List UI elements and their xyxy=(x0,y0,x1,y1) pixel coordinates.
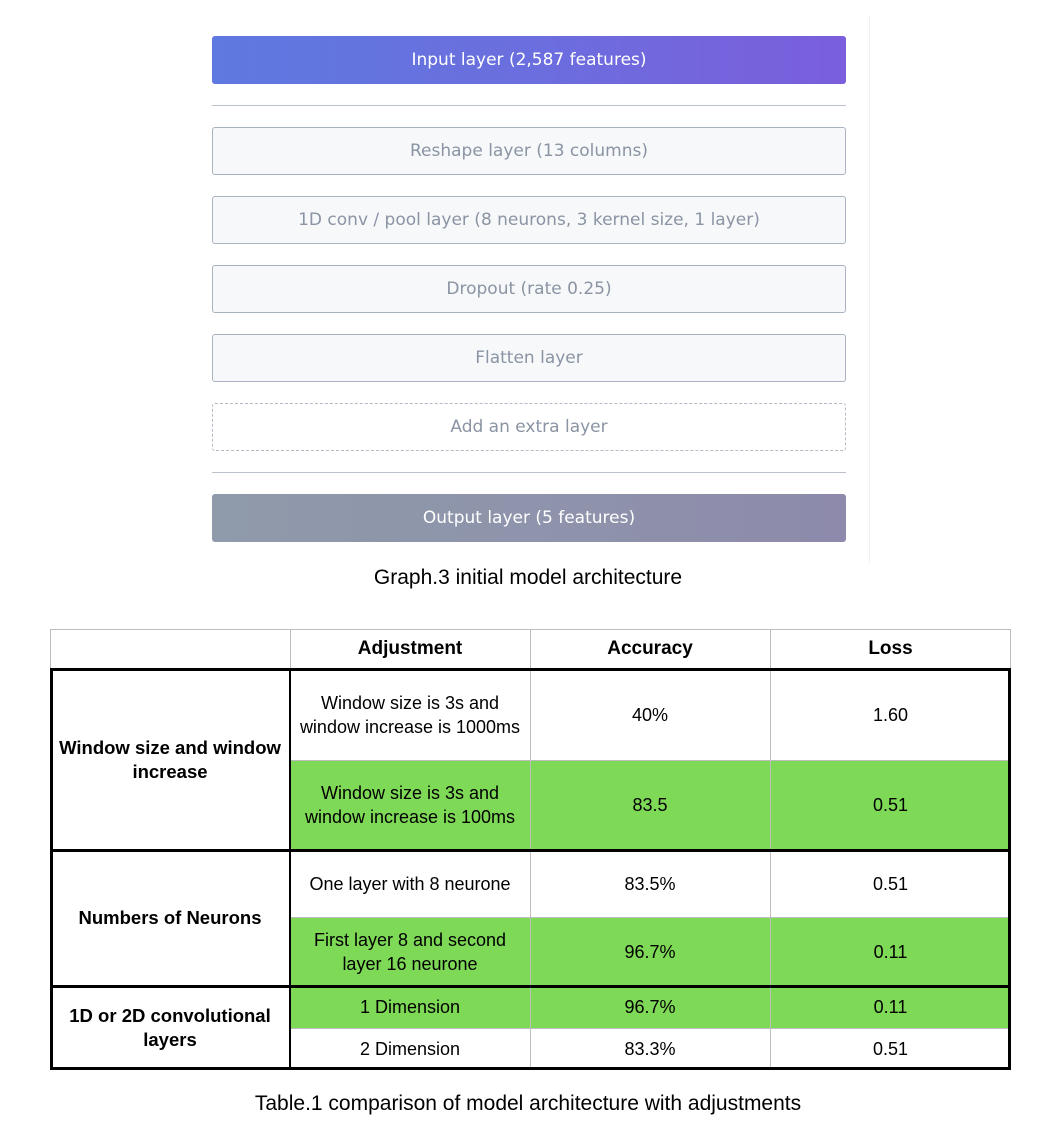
group-border xyxy=(289,668,291,1070)
group-border xyxy=(50,849,1011,852)
grid-line xyxy=(290,760,1011,761)
input-layer-block: Input layer (2,587 features) xyxy=(212,36,846,84)
group-label-convolution: 1D or 2D convolutional layers xyxy=(69,1005,271,1050)
grid-line xyxy=(290,917,1011,918)
table-row-loss: 0.51 xyxy=(770,760,1011,850)
group-border xyxy=(50,985,1011,988)
header-adjustment: Adjustment xyxy=(357,638,463,659)
table-row-loss: 0.51 xyxy=(872,1039,909,1059)
table-row-adjustment: One layer with 8 neurone xyxy=(309,873,511,894)
grid-line xyxy=(1010,629,1011,669)
reshape-layer-block[interactable]: Reshape layer (13 columns) xyxy=(212,127,846,175)
table-row-loss: 1.60 xyxy=(872,704,909,725)
table-row-adjustment: Window size is 3s and window increase is… xyxy=(299,692,521,737)
header-accuracy: Accuracy xyxy=(607,638,693,659)
table-row-accuracy: 40% xyxy=(631,704,669,725)
table-row-adjustment: 2 Dimension xyxy=(359,1039,461,1059)
flatten-layer-label: Flatten layer xyxy=(475,348,583,368)
table-row-accuracy: 96.7% xyxy=(530,917,770,986)
input-separator xyxy=(212,105,846,106)
dropout-layer-block[interactable]: Dropout (rate 0.25) xyxy=(212,265,846,313)
table-row-accuracy: 96.7% xyxy=(530,986,770,1028)
table-row-loss: 0.11 xyxy=(770,917,1011,986)
header-group-cell xyxy=(50,629,290,669)
group-label-window: Window size and window increase xyxy=(59,736,281,782)
header-loss: Loss xyxy=(868,638,913,659)
table-row-adjustment: 1 Dimension xyxy=(290,986,530,1028)
table-row-accuracy: 83.5% xyxy=(624,873,676,894)
output-layer-label: Output layer (5 features) xyxy=(422,508,636,528)
group-label-neurons: Numbers of Neurons xyxy=(78,907,262,928)
dropout-layer-label: Dropout (rate 0.25) xyxy=(446,279,612,299)
table-caption: Table.1 comparison of model architecture… xyxy=(254,1092,802,1115)
grid-line xyxy=(50,629,51,669)
conv-layer-label: 1D conv / pool layer (8 neurons, 3 kerne… xyxy=(298,210,760,230)
architecture-panel xyxy=(193,15,870,563)
table-row-accuracy: 83.3% xyxy=(624,1039,676,1059)
output-separator xyxy=(212,472,846,473)
group-border xyxy=(50,668,1011,671)
output-layer-block: Output layer (5 features) xyxy=(212,494,846,542)
input-layer-label: Input layer (2,587 features) xyxy=(411,50,647,70)
table-row-loss: 0.51 xyxy=(872,873,909,894)
grid-line xyxy=(290,1028,1011,1029)
conv-layer-block[interactable]: 1D conv / pool layer (8 neurons, 3 kerne… xyxy=(212,196,846,244)
table-row-accuracy: 83.5 xyxy=(530,760,770,850)
group-border xyxy=(50,1067,1011,1070)
group-border xyxy=(50,668,53,1070)
table-row-adjustment: First layer 8 and second layer 16 neuron… xyxy=(290,917,530,986)
graph-caption: Graph.3 initial model architecture xyxy=(373,566,683,589)
comparison-table: Adjustment Accuracy Loss Window size and… xyxy=(50,629,1011,1070)
table-row-adjustment: Window size is 3s and window increase is… xyxy=(290,760,530,850)
table-row-loss: 0.11 xyxy=(770,986,1011,1028)
add-extra-layer-button[interactable]: Add an extra layer xyxy=(212,403,846,451)
reshape-layer-label: Reshape layer (13 columns) xyxy=(410,141,648,161)
add-extra-layer-label: Add an extra layer xyxy=(450,417,608,437)
flatten-layer-block[interactable]: Flatten layer xyxy=(212,334,846,382)
group-border xyxy=(1008,668,1011,1070)
